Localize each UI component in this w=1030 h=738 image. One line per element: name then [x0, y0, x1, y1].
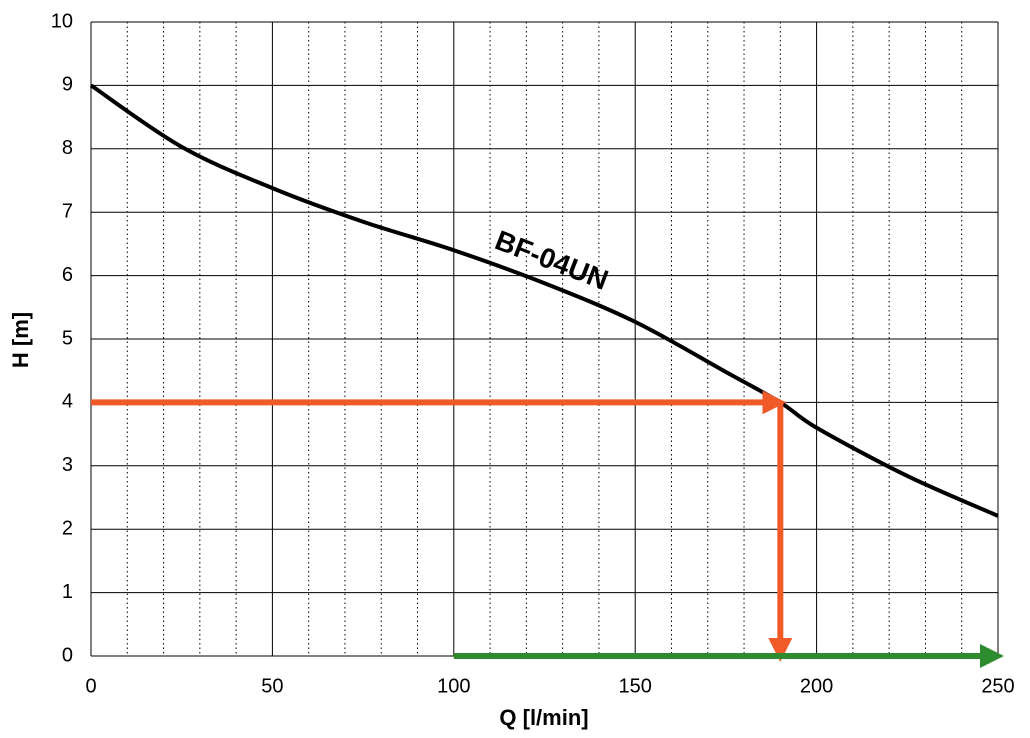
- x-tick-label: 50: [261, 675, 283, 697]
- y-tick-label: 5: [62, 327, 73, 349]
- y-tick-label: 8: [62, 137, 73, 159]
- curve: [89, 83, 999, 518]
- y-tick-label: 6: [62, 264, 73, 286]
- x-tick-label: 150: [619, 675, 652, 697]
- y-tick-label: 9: [62, 74, 73, 96]
- y-tick-label: 10: [51, 10, 73, 32]
- x-tick-label: 0: [85, 675, 96, 697]
- y-tick-label: 2: [62, 517, 73, 539]
- x-tick-label: 250: [981, 675, 1014, 697]
- y-axis-title: H [m]: [8, 312, 33, 368]
- y-tick-label: 3: [62, 454, 73, 476]
- y-tick-label: 0: [62, 644, 73, 666]
- y-tick-label: 4: [62, 391, 73, 413]
- y-tick-label: 1: [62, 581, 73, 603]
- y-tick-label: 7: [62, 200, 73, 222]
- x-axis-title: Q [l/min]: [499, 705, 588, 730]
- x-tick-label: 100: [437, 675, 470, 697]
- x-tick-label: 200: [800, 675, 833, 697]
